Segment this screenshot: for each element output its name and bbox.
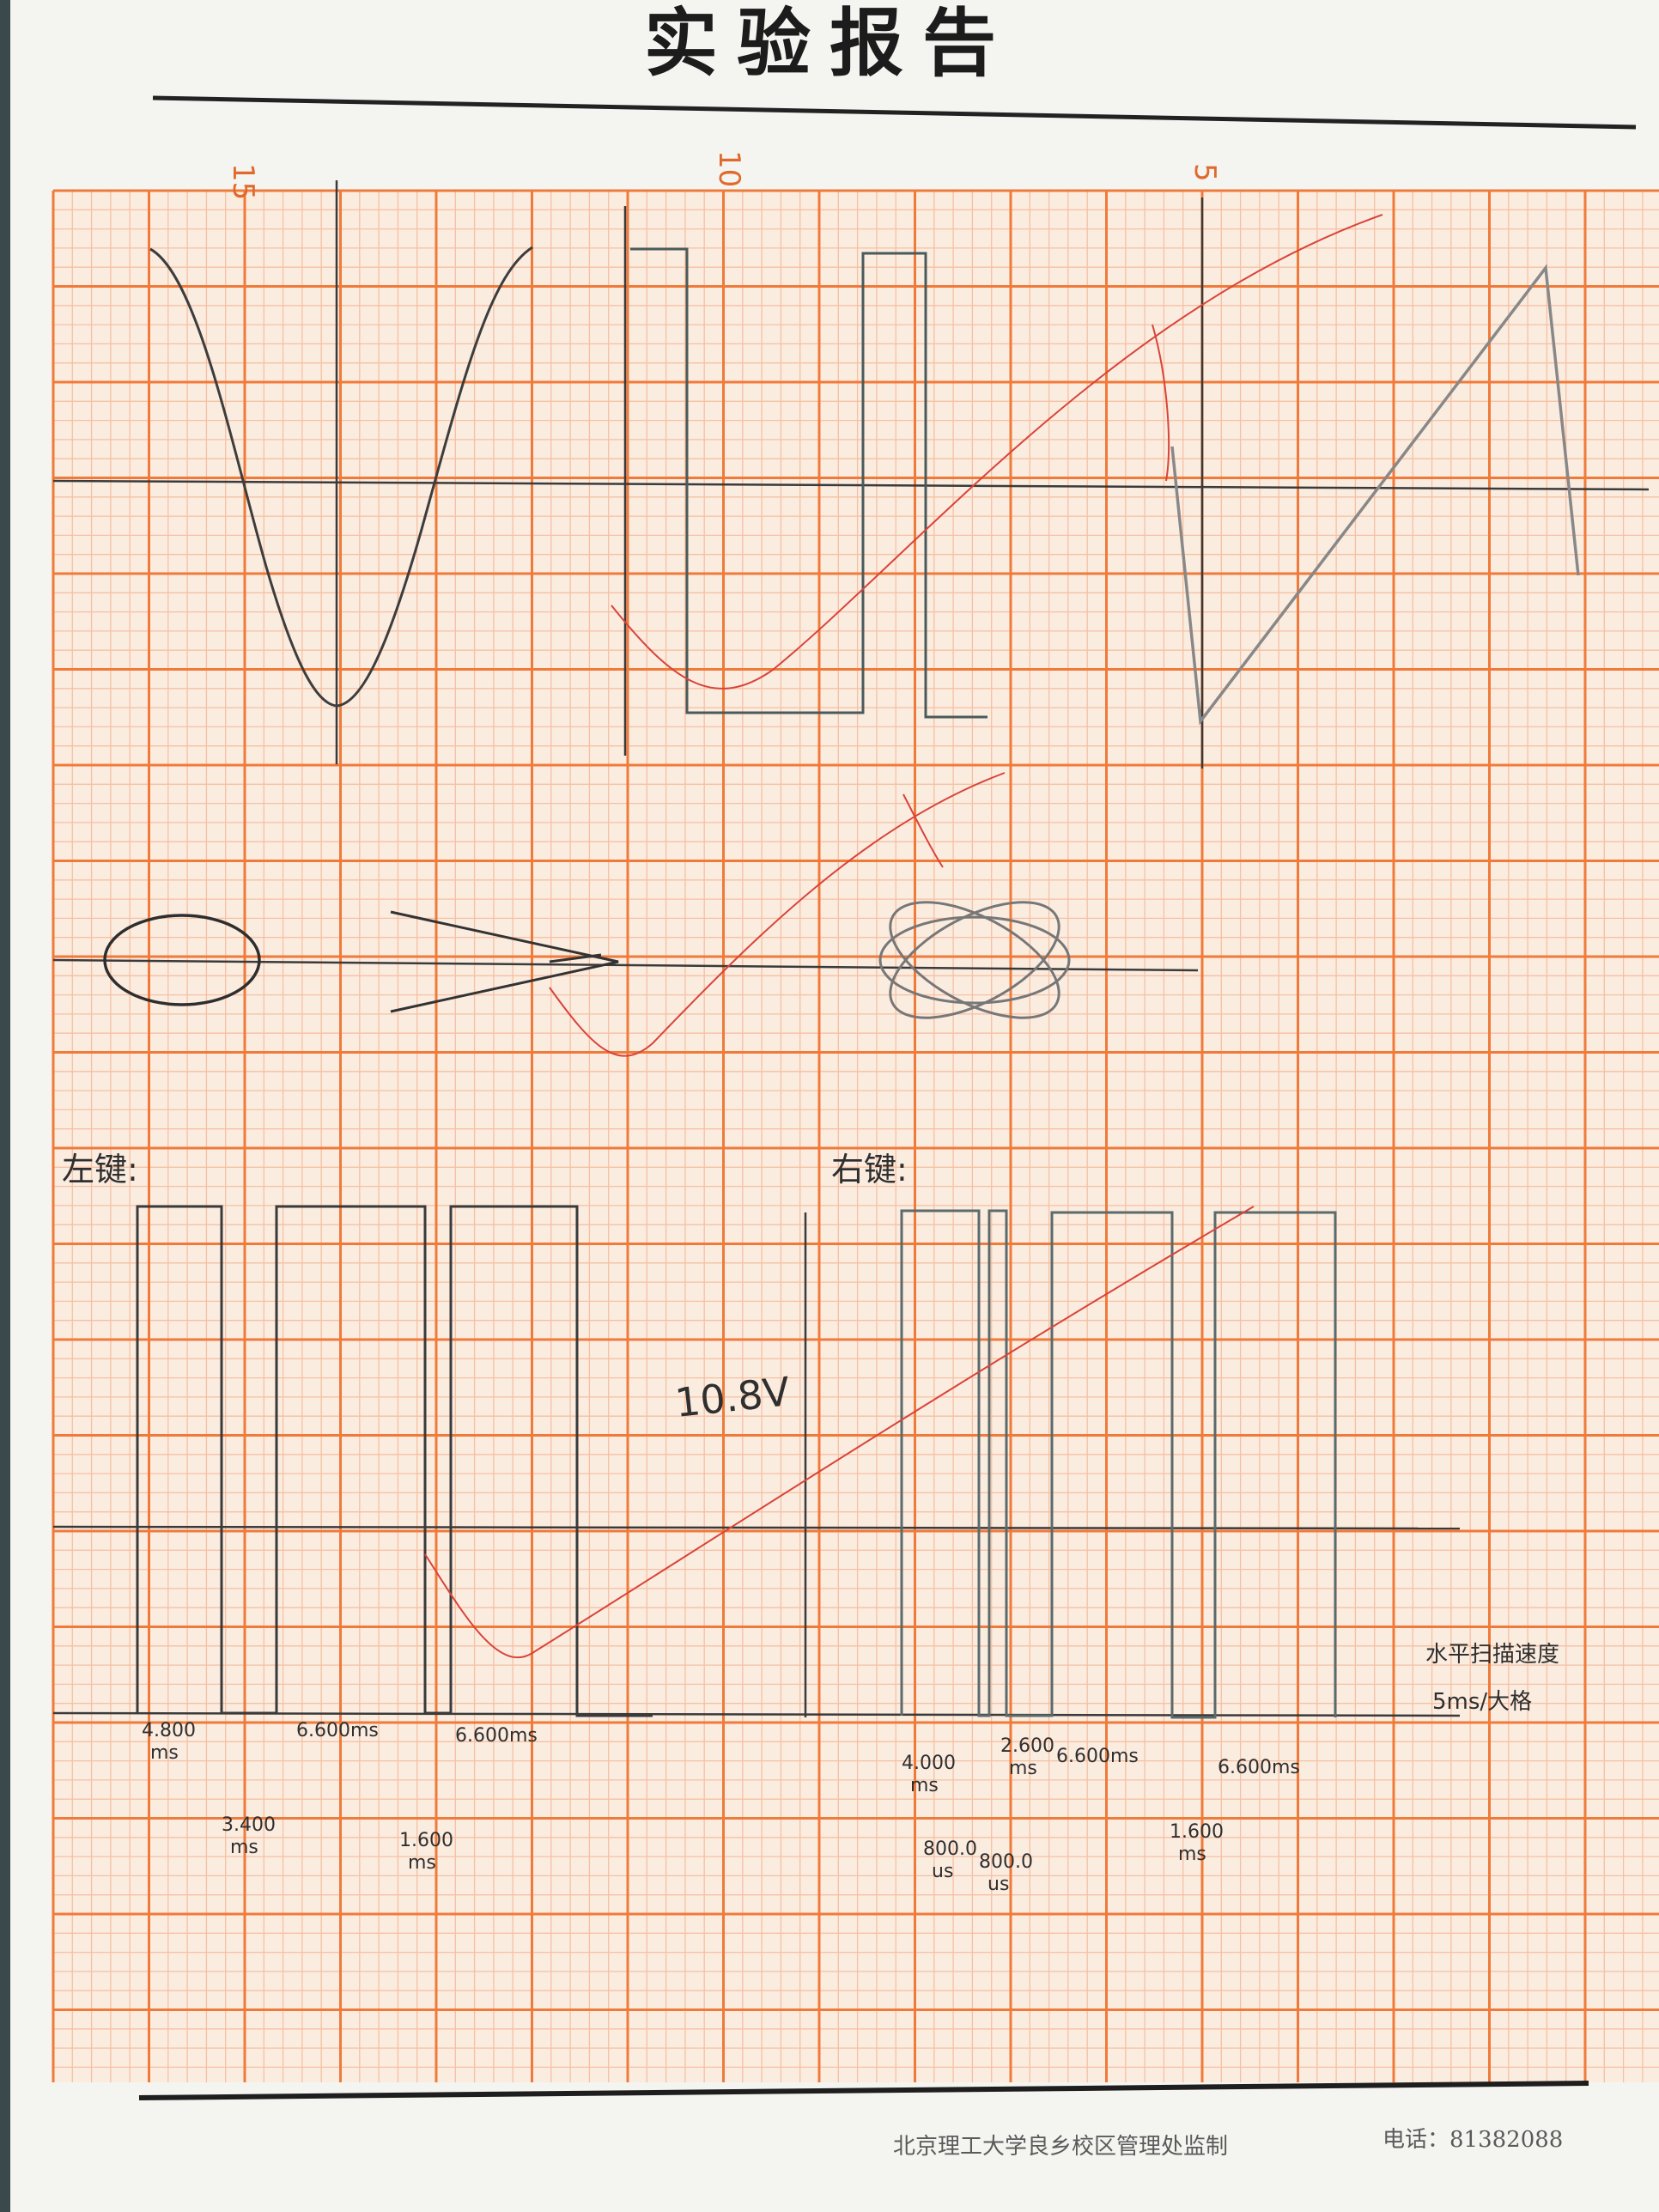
lissajous-figure	[878, 901, 1071, 1019]
measurement-value: 6.600ms	[1056, 1746, 1139, 1767]
lissajous-loop-2	[889, 901, 1060, 1019]
footer-rule	[138, 2081, 1589, 2100]
grid-number-10: 10	[712, 150, 746, 187]
measurement-value: 800.0	[979, 1851, 1033, 1873]
measurement-value: 1.600	[1170, 1821, 1224, 1843]
left-key-pulse-train	[136, 1205, 653, 1717]
red-trace-row1	[611, 214, 1383, 690]
red-trace-row3	[424, 1206, 1255, 1659]
measurement-value: 3.400	[222, 1814, 276, 1836]
ellipse-figure	[103, 914, 261, 1006]
measurement-value: 6.600ms	[296, 1720, 379, 1741]
measurement-annotations: 4.800ms3.400ms6.600ms1.600ms6.600ms4.000…	[142, 1720, 1300, 1895]
triangle-figure	[390, 910, 619, 1013]
lissajous-loop-3	[889, 901, 1060, 1019]
axis-row2	[52, 958, 1199, 972]
measurement-unit: us	[932, 1861, 953, 1882]
title-underline	[152, 95, 1637, 130]
footer-issuer: 北京理工大学良乡校区管理处监制	[893, 2134, 1228, 2160]
red-pen-traces	[424, 214, 1383, 1659]
measurement-value: 800.0	[923, 1838, 977, 1860]
sine-wave-trace	[149, 246, 533, 708]
lissajous-loop-1	[878, 915, 1071, 1005]
red-mark-2	[902, 793, 944, 868]
axis-row1	[52, 479, 1650, 491]
measurement-unit: ms	[230, 1837, 258, 1858]
square-wave-trace	[630, 247, 988, 719]
left-key-label: 左键:	[62, 1151, 138, 1188]
baseline-row3	[52, 1711, 1461, 1717]
measurement-value: 4.000	[902, 1753, 956, 1774]
measurement-value: 2.600	[1000, 1735, 1054, 1757]
measurement-value: 6.600ms	[455, 1725, 538, 1747]
page-title: 实验报告	[644, 0, 1015, 87]
sawtooth-trace	[1170, 264, 1580, 726]
red-trace-row2	[549, 772, 1006, 1057]
graph-paper-grid	[52, 189, 1659, 2082]
right-key-pulse-train	[900, 1209, 1337, 1719]
footer-phone: 电话：81382088	[1382, 2127, 1563, 2153]
note-scan-speed: 水平扫描速度	[1425, 1642, 1559, 1668]
measurement-unit: us	[988, 1874, 1009, 1895]
right-key-label: 右键:	[831, 1151, 908, 1188]
red-mark-1	[1152, 324, 1170, 482]
axis-row3	[52, 1525, 1461, 1530]
measurement-unit: ms	[150, 1742, 179, 1764]
pencil-axes	[52, 180, 1650, 1717]
measurement-unit: ms	[910, 1775, 939, 1796]
grid-number-5: 5	[1188, 163, 1222, 182]
measurement-value: 1.600	[399, 1830, 453, 1851]
photo-edge	[0, 0, 10, 2212]
measurement-unit: ms	[1178, 1844, 1206, 1865]
note-scale: 5ms/大格	[1432, 1689, 1532, 1715]
measurement-unit: ms	[1009, 1758, 1037, 1779]
grid-number-15: 15	[226, 163, 260, 200]
measurement-value: 6.600ms	[1218, 1757, 1300, 1778]
measurement-unit: ms	[408, 1852, 436, 1874]
measurement-value: 4.800	[142, 1720, 196, 1741]
grid-number-labels: 15 10 5	[226, 150, 1222, 200]
